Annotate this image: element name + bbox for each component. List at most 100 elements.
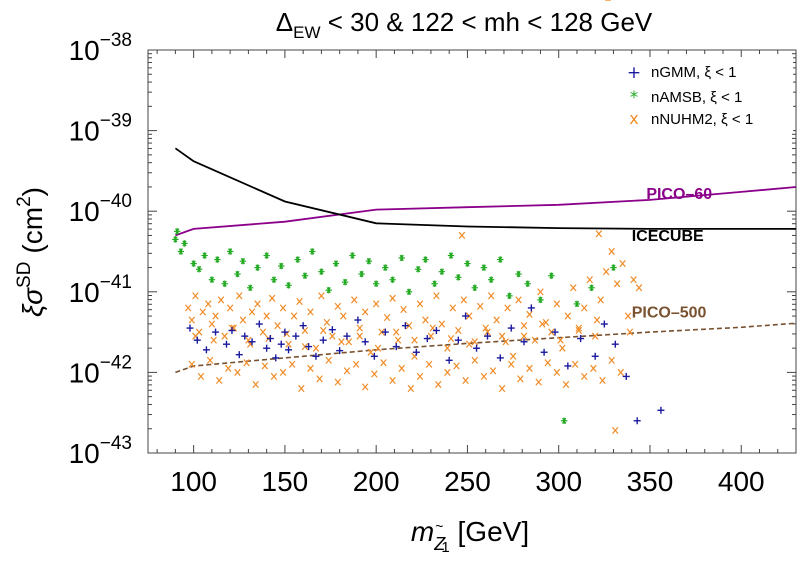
y-tick-label: 10−43 — [69, 433, 132, 469]
point-nnuhm2 — [624, 312, 632, 320]
point-nnuhm2 — [316, 375, 323, 383]
point-nnuhm2 — [626, 328, 634, 336]
point-nnuhm2 — [531, 336, 539, 344]
point-nnuhm2 — [208, 320, 216, 328]
point-nnuhm2 — [234, 368, 241, 376]
x-tick-label: 150 — [262, 466, 309, 497]
point-nnuhm2 — [564, 312, 572, 320]
x-tick-label: 400 — [718, 466, 765, 497]
point-nnuhm2 — [394, 336, 402, 344]
point-nnuhm2 — [323, 318, 331, 327]
point-namsb — [588, 284, 595, 291]
point-nnuhm2 — [345, 338, 353, 346]
legend-marker-namsb: * — [630, 88, 639, 108]
point-ngmm — [432, 326, 440, 334]
point-nnuhm2 — [520, 332, 528, 340]
point-namsb — [254, 264, 261, 271]
point-nnuhm2 — [243, 359, 250, 367]
point-nnuhm2 — [288, 360, 296, 368]
point-nnuhm2 — [557, 336, 564, 344]
plot-area — [147, 49, 797, 454]
point-ngmm — [361, 338, 369, 346]
point-namsb — [234, 270, 241, 278]
point-ngmm — [551, 328, 559, 336]
point-ngmm — [255, 320, 263, 328]
point-ngmm — [281, 328, 289, 336]
point-namsb — [226, 248, 234, 255]
point-nnuhm2 — [261, 362, 269, 370]
point-namsb — [221, 280, 228, 287]
point-namsb — [278, 262, 285, 270]
point-ngmm — [266, 335, 274, 343]
point-ngmm — [248, 338, 256, 346]
point-namsb — [349, 252, 356, 259]
point-ngmm — [228, 326, 236, 334]
point-nnuhm2 — [619, 259, 626, 268]
point-nnuhm2 — [334, 302, 342, 310]
point-namsb — [560, 417, 568, 424]
point-namsb — [524, 280, 531, 287]
point-nnuhm2 — [571, 360, 579, 368]
point-nnuhm2 — [411, 336, 418, 344]
point-namsb — [201, 252, 208, 259]
point-nnuhm2 — [416, 300, 424, 308]
point-nnuhm2 — [575, 324, 583, 332]
point-ngmm — [292, 332, 300, 340]
point-namsb — [431, 280, 438, 287]
point-nnuhm2 — [630, 276, 637, 284]
point-ngmm — [328, 326, 336, 334]
point-nnuhm2 — [279, 304, 287, 312]
y-tick-label: 10−38 — [69, 30, 132, 66]
point-namsb — [239, 257, 247, 265]
point-ngmm — [202, 346, 210, 354]
point-namsb — [438, 268, 446, 275]
point-ngmm — [657, 406, 665, 414]
point-ngmm — [212, 328, 220, 336]
point-namsb — [382, 264, 389, 271]
point-nnuhm2 — [361, 308, 369, 316]
point-namsb — [301, 272, 309, 279]
point-nnuhm2 — [274, 322, 281, 330]
point-nnuhm2 — [380, 359, 387, 367]
point-namsb — [372, 280, 380, 287]
point-nnuhm2 — [517, 375, 524, 383]
point-nnuhm2 — [562, 380, 570, 389]
point-nnuhm2 — [449, 304, 457, 312]
point-nnuhm2 — [447, 334, 455, 343]
point-namsb — [515, 270, 522, 278]
point-nnuhm2 — [455, 326, 462, 335]
point-ngmm — [577, 335, 585, 343]
point-nnuhm2 — [254, 300, 261, 308]
point-nnuhm2 — [434, 380, 442, 389]
point-ngmm — [445, 356, 453, 364]
point-nnuhm2 — [482, 324, 489, 332]
point-nnuhm2 — [225, 364, 232, 372]
point-namsb — [497, 256, 504, 263]
point-nnuhm2 — [372, 300, 380, 308]
point-nnuhm2 — [466, 340, 473, 348]
point-ngmm — [527, 304, 535, 312]
point-nnuhm2 — [367, 348, 374, 356]
point-nnuhm2 — [484, 328, 491, 336]
point-nnuhm2 — [608, 356, 615, 364]
point-ngmm — [454, 336, 462, 344]
point-nnuhm2 — [520, 322, 528, 330]
x-tick-label: 300 — [535, 466, 582, 497]
point-nnuhm2 — [608, 247, 615, 256]
point-namsb — [358, 270, 365, 278]
point-nnuhm2 — [361, 383, 369, 391]
point-nnuhm2 — [462, 376, 469, 385]
point-nnuhm2 — [471, 356, 478, 364]
legend-label-namsb: nAMSB, ξ < 1 — [651, 89, 742, 106]
x-tick-label: 100 — [170, 466, 217, 497]
point-nnuhm2 — [487, 292, 495, 300]
point-nnuhm2 — [548, 328, 555, 336]
x-tick-labels: 100 150 200 250 300 350 400 — [170, 466, 764, 497]
point-namsb — [414, 266, 422, 273]
y-tick-label: 10−40 — [69, 191, 132, 227]
point-nnuhm2 — [498, 332, 506, 340]
point-ngmm — [473, 344, 481, 352]
point-ngmm — [305, 343, 313, 351]
point-nnuhm2 — [433, 292, 440, 300]
point-nnuhm2 — [383, 313, 391, 322]
